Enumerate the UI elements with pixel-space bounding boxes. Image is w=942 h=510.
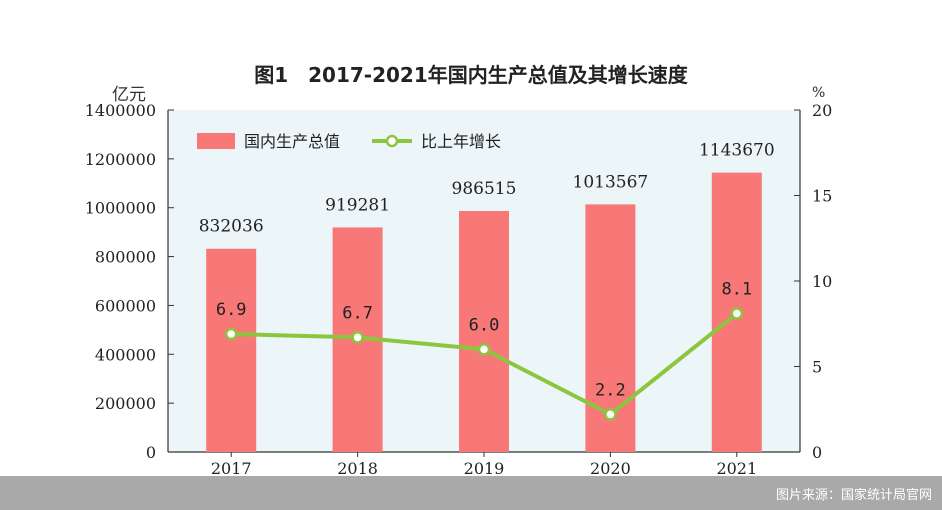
- bar-data-label: 986515: [452, 179, 517, 199]
- x-tick-label: 2018: [337, 459, 378, 476]
- growth-point: [730, 307, 744, 320]
- y-left-tick-label: 600000: [95, 296, 156, 315]
- gdp-chart: 图1 2017-2021年国内生产总值及其增长速度 亿元 % 0 200000 40…: [85, 63, 833, 476]
- bar-data-label: 832036: [199, 217, 264, 237]
- x-tick-label: 2019: [464, 459, 505, 476]
- y-right-tick-label: 20: [812, 101, 832, 120]
- growth-point: [477, 343, 491, 356]
- growth-data-label: 6.9: [216, 300, 247, 320]
- y-left-tick-label: 400000: [95, 345, 156, 364]
- legend-label-growth: 比上年增长: [421, 132, 501, 151]
- source-credit: 图片来源：国家统计局官网: [775, 488, 932, 503]
- growth-point: [351, 331, 364, 344]
- x-tick-label: 2017: [211, 459, 252, 476]
- growth-data-label: 6.7: [342, 303, 373, 323]
- y-left-tick-label: 1200000: [85, 150, 156, 169]
- growth-point: [224, 327, 238, 341]
- y-right-tick-label: 0: [812, 443, 822, 462]
- y-left-tick-label: 800000: [95, 248, 156, 267]
- legend-marker-growth: [385, 134, 399, 148]
- bar-gdp: [459, 211, 509, 452]
- bar-gdp: [206, 248, 257, 452]
- y-axis-right-unit: %: [812, 85, 825, 101]
- y-right-tick-label: 10: [812, 272, 832, 291]
- legend-swatch-gdp: [197, 133, 235, 149]
- y-left-tick-label: 0: [146, 443, 156, 462]
- growth-point: [604, 408, 617, 421]
- growth-data-label: 2.2: [595, 380, 626, 400]
- bar-data-label: 1143670: [699, 141, 775, 161]
- y-right-tick-label: 5: [812, 358, 822, 377]
- x-tick-label: 2020: [590, 459, 631, 476]
- growth-data-label: 6.0: [469, 315, 500, 335]
- legend-label-gdp: 国内生产总值: [244, 132, 340, 151]
- x-tick-label: 2021: [716, 459, 757, 476]
- bar-data-label: 919281: [325, 195, 390, 215]
- y-left-tick-label: 1000000: [85, 199, 156, 218]
- y-axis-left-unit: 亿元: [112, 85, 146, 105]
- growth-data-label: 8.1: [721, 279, 752, 299]
- bar-data-label: 1013567: [573, 172, 649, 192]
- y-left-tick-label: 1400000: [85, 101, 156, 120]
- chart-title: 图1 2017-2021年国内生产总值及其增长速度: [254, 63, 689, 87]
- y-left-tick-label: 200000: [95, 394, 156, 413]
- footer-bar: 图片来源：国家统计局官网: [0, 476, 942, 510]
- y-right-tick-label: 15: [812, 187, 832, 206]
